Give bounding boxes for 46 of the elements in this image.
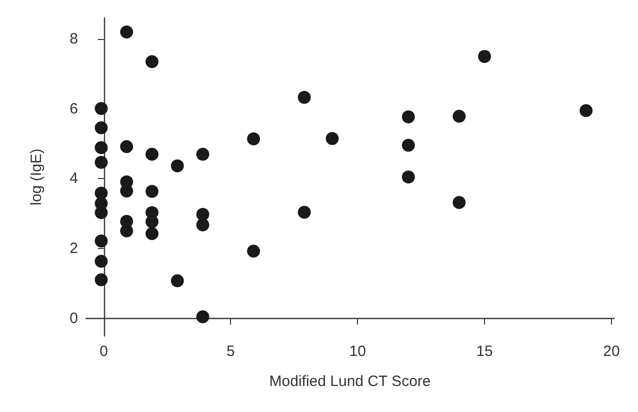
point bbox=[94, 254, 108, 268]
point bbox=[402, 170, 415, 184]
point bbox=[94, 121, 108, 134]
point bbox=[146, 148, 158, 161]
point bbox=[298, 206, 311, 219]
y-axis-title: log (IgE) bbox=[28, 148, 45, 206]
point bbox=[196, 310, 210, 324]
point bbox=[94, 141, 108, 154]
y-tick-label: 0 bbox=[70, 310, 78, 328]
point bbox=[146, 227, 158, 240]
point bbox=[120, 140, 134, 154]
point bbox=[402, 110, 415, 124]
point bbox=[94, 234, 108, 248]
point bbox=[247, 132, 260, 146]
point bbox=[170, 274, 184, 288]
point bbox=[146, 184, 158, 198]
y-tick-label: 4 bbox=[70, 170, 78, 188]
y-tick-label: 2 bbox=[70, 240, 78, 258]
point bbox=[94, 156, 108, 169]
x-axis-title: Modified Lund CT Score bbox=[269, 373, 431, 390]
y-tick-label: 8 bbox=[70, 30, 78, 48]
point bbox=[298, 90, 311, 104]
point bbox=[580, 104, 593, 118]
point bbox=[146, 55, 158, 68]
point bbox=[120, 224, 134, 238]
point bbox=[94, 273, 108, 286]
point bbox=[478, 50, 492, 63]
point bbox=[94, 102, 108, 116]
x-tick-label: 10 bbox=[349, 343, 366, 360]
point bbox=[170, 159, 184, 172]
point bbox=[120, 25, 134, 38]
x-tick-label: 15 bbox=[476, 343, 493, 360]
point bbox=[120, 184, 134, 198]
x-tick-label: 20 bbox=[603, 343, 620, 360]
x-tick-label: 0 bbox=[100, 343, 108, 360]
point bbox=[196, 148, 210, 161]
x-tick-label: 5 bbox=[226, 343, 235, 360]
point bbox=[326, 132, 339, 146]
point bbox=[247, 244, 260, 258]
point bbox=[402, 138, 415, 152]
point bbox=[94, 206, 108, 220]
point bbox=[146, 215, 158, 228]
point bbox=[452, 196, 466, 210]
y-tick-label: 6 bbox=[70, 100, 78, 118]
point bbox=[452, 110, 466, 123]
point bbox=[196, 218, 210, 232]
